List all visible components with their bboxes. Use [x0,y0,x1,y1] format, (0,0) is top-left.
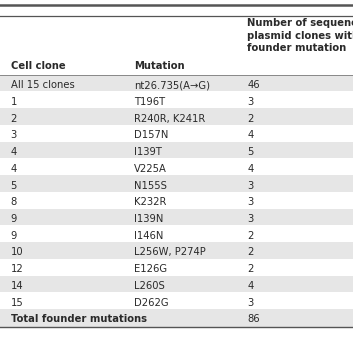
Bar [0,309,353,327]
Text: I146N: I146N [134,231,163,241]
Bar [0,276,353,292]
Text: 9: 9 [11,214,17,224]
Text: Cell clone: Cell clone [11,61,65,71]
Text: 2: 2 [11,114,17,124]
Bar [0,209,353,225]
Text: 5: 5 [247,147,253,157]
Bar [0,125,353,142]
Text: nt26.735(A→G): nt26.735(A→G) [134,80,210,90]
Bar [0,75,353,91]
Text: K232R: K232R [134,197,167,207]
Text: 4: 4 [247,164,253,174]
Text: Total founder mutations: Total founder mutations [11,314,146,324]
Text: D157N: D157N [134,130,168,140]
Text: L260S: L260S [134,281,165,291]
Text: Mutation: Mutation [134,61,185,71]
Text: L256W, P274P: L256W, P274P [134,247,206,257]
Text: 3: 3 [247,180,253,190]
Text: 4: 4 [11,147,17,157]
Bar [0,91,353,108]
Bar [0,225,353,242]
Bar [0,292,353,309]
Text: 5: 5 [11,180,17,190]
Bar [0,192,353,209]
Text: E126G: E126G [134,264,167,274]
Text: 2: 2 [247,264,253,274]
Bar [0,142,353,158]
Text: 3: 3 [11,130,17,140]
Text: D262G: D262G [134,298,169,308]
Bar [0,158,353,175]
Text: 10: 10 [11,247,23,257]
Text: 86: 86 [247,314,260,324]
Text: Number of sequenced
plasmid clones with
founder mutation: Number of sequenced plasmid clones with … [247,18,353,53]
Text: 3: 3 [247,97,253,107]
Text: All 15 clones: All 15 clones [11,80,74,90]
Bar [0,175,353,192]
Text: 3: 3 [247,214,253,224]
Text: V225A: V225A [134,164,167,174]
Text: 14: 14 [11,281,23,291]
Text: 1: 1 [11,97,17,107]
Text: 12: 12 [11,264,23,274]
Bar [0,242,353,259]
Text: R240R, K241R: R240R, K241R [134,114,205,124]
Text: T196T: T196T [134,97,165,107]
Text: 2: 2 [247,231,253,241]
Text: N155S: N155S [134,180,167,190]
Text: 3: 3 [247,298,253,308]
Text: 8: 8 [11,197,17,207]
Text: 2: 2 [247,114,253,124]
Text: 4: 4 [247,281,253,291]
Text: 46: 46 [247,80,260,90]
Text: 4: 4 [247,130,253,140]
Text: I139N: I139N [134,214,163,224]
Bar [0,259,353,276]
Text: 15: 15 [11,298,23,308]
Text: 4: 4 [11,164,17,174]
Text: 9: 9 [11,231,17,241]
Text: 3: 3 [247,197,253,207]
Text: I139T: I139T [134,147,162,157]
Bar [0,108,353,125]
Text: 2: 2 [247,247,253,257]
